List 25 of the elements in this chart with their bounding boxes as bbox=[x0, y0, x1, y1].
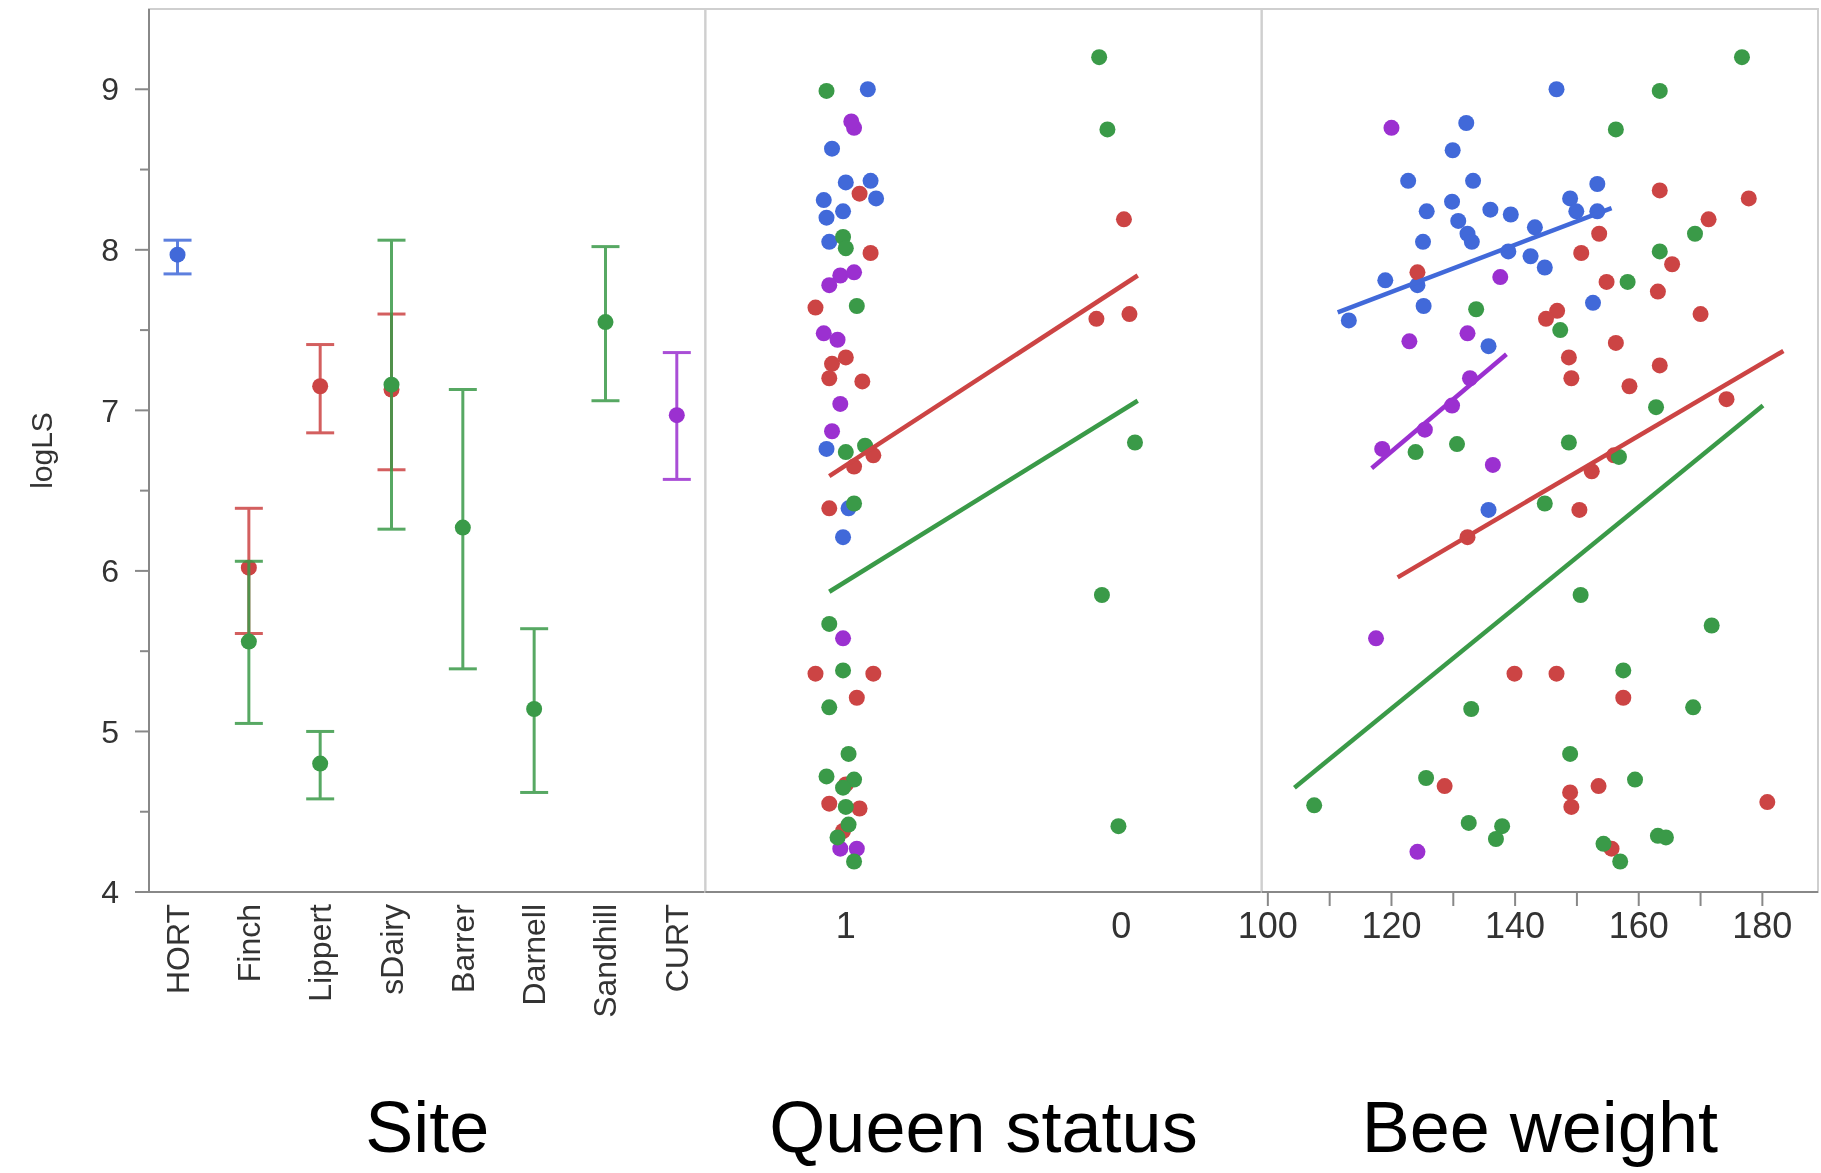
x-tick-label: Lippert bbox=[302, 903, 339, 1002]
y-tick-label: 8 bbox=[101, 232, 119, 269]
y-tick-label: 7 bbox=[101, 392, 119, 429]
y-tick-label: 5 bbox=[101, 713, 119, 750]
x-tick-label: Barrer bbox=[444, 903, 481, 993]
x-tick-label: sDairy bbox=[373, 904, 410, 995]
x-tick-label: 0 bbox=[1111, 905, 1132, 946]
x-tick-label: Finch bbox=[230, 904, 267, 983]
y-axis-title: logLS bbox=[25, 412, 58, 489]
x-tick-label: Sandhill bbox=[587, 904, 624, 1018]
x-axis-title: Queen status bbox=[769, 1087, 1198, 1167]
x-axis-title: Site bbox=[365, 1087, 490, 1167]
x-tick-label: HORT bbox=[159, 904, 196, 995]
x-tick-label: 140 bbox=[1485, 905, 1546, 946]
x-tick-label: 100 bbox=[1237, 905, 1298, 946]
y-tick-label: 4 bbox=[101, 874, 119, 911]
x-tick-label: 1 bbox=[835, 905, 856, 946]
y-tick-label: 9 bbox=[101, 71, 119, 108]
x-tick-label: 160 bbox=[1608, 905, 1669, 946]
x-tick-label: 120 bbox=[1361, 905, 1422, 946]
y-tick-label: 6 bbox=[101, 553, 119, 590]
x-tick-label: Darnell bbox=[516, 904, 553, 1006]
x-axis-title: Bee weight bbox=[1361, 1087, 1718, 1167]
x-tick-label: 180 bbox=[1732, 905, 1793, 946]
x-tick-label: CURT bbox=[658, 904, 695, 993]
